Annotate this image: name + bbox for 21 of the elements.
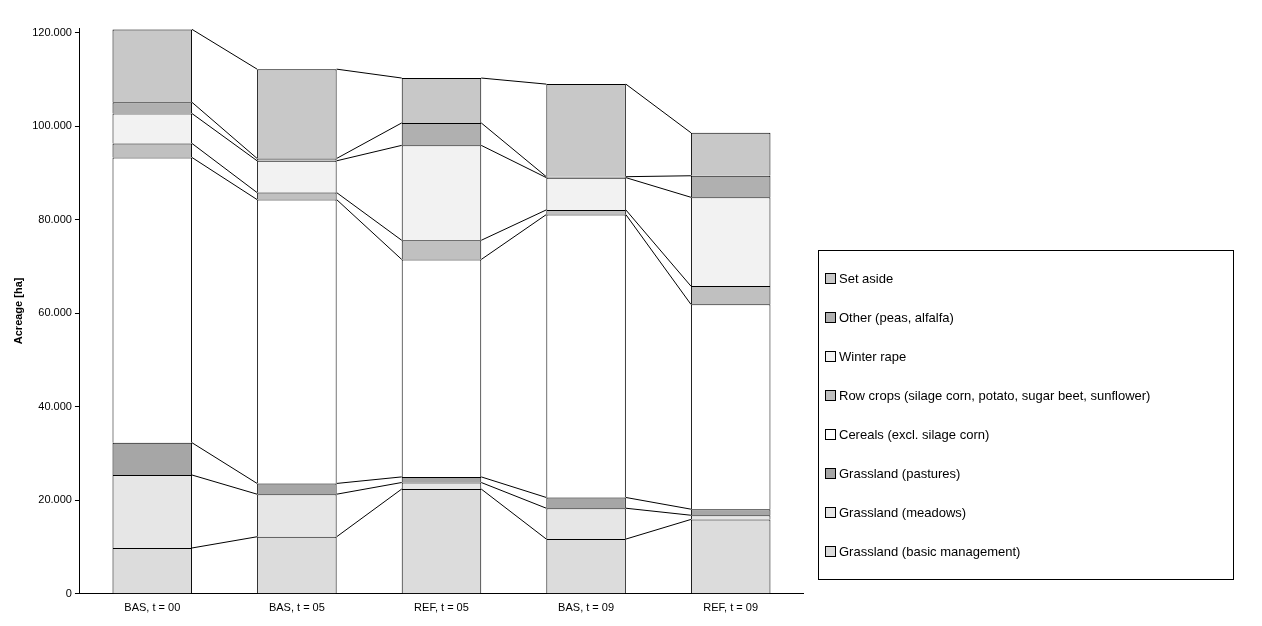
y-axis-title: Acreage [ha] <box>11 277 24 345</box>
y-tick-label: 40.000 <box>38 399 72 412</box>
legend-label: Grassland (basic management) <box>839 544 1021 559</box>
x-tick-label: BAS, t = 00 <box>124 601 181 614</box>
y-tick-label: 120.000 <box>32 25 72 38</box>
x-tick-label: REF, t = 05 <box>414 601 469 614</box>
x-tick-label: BAS, t = 09 <box>558 601 615 614</box>
text: Cereals (excl. silage corn) <box>839 427 990 442</box>
legend-label: Other (peas, alfalfa) <box>839 310 954 325</box>
y-tick-label: 60.000 <box>38 306 72 319</box>
legend-label: Set aside <box>839 271 894 286</box>
y-tick-label: 100.000 <box>32 119 72 132</box>
legend-label: Grassland (meadows) <box>839 505 967 520</box>
x-tick-label: BAS, t = 05 <box>268 601 325 614</box>
y-tick-label: 80.000 <box>38 212 72 225</box>
y-tick-label: 20.000 <box>38 493 72 506</box>
legend-label: Row crops (silage corn, potato, sugar beet, sunflower) <box>839 388 1151 403</box>
x-tick-label: REF, t = 09 <box>703 601 759 614</box>
legend-label: Grassland (pastures) <box>839 466 961 481</box>
y-tick-label: 0 <box>65 586 72 599</box>
text: Winter rape <box>839 349 907 364</box>
